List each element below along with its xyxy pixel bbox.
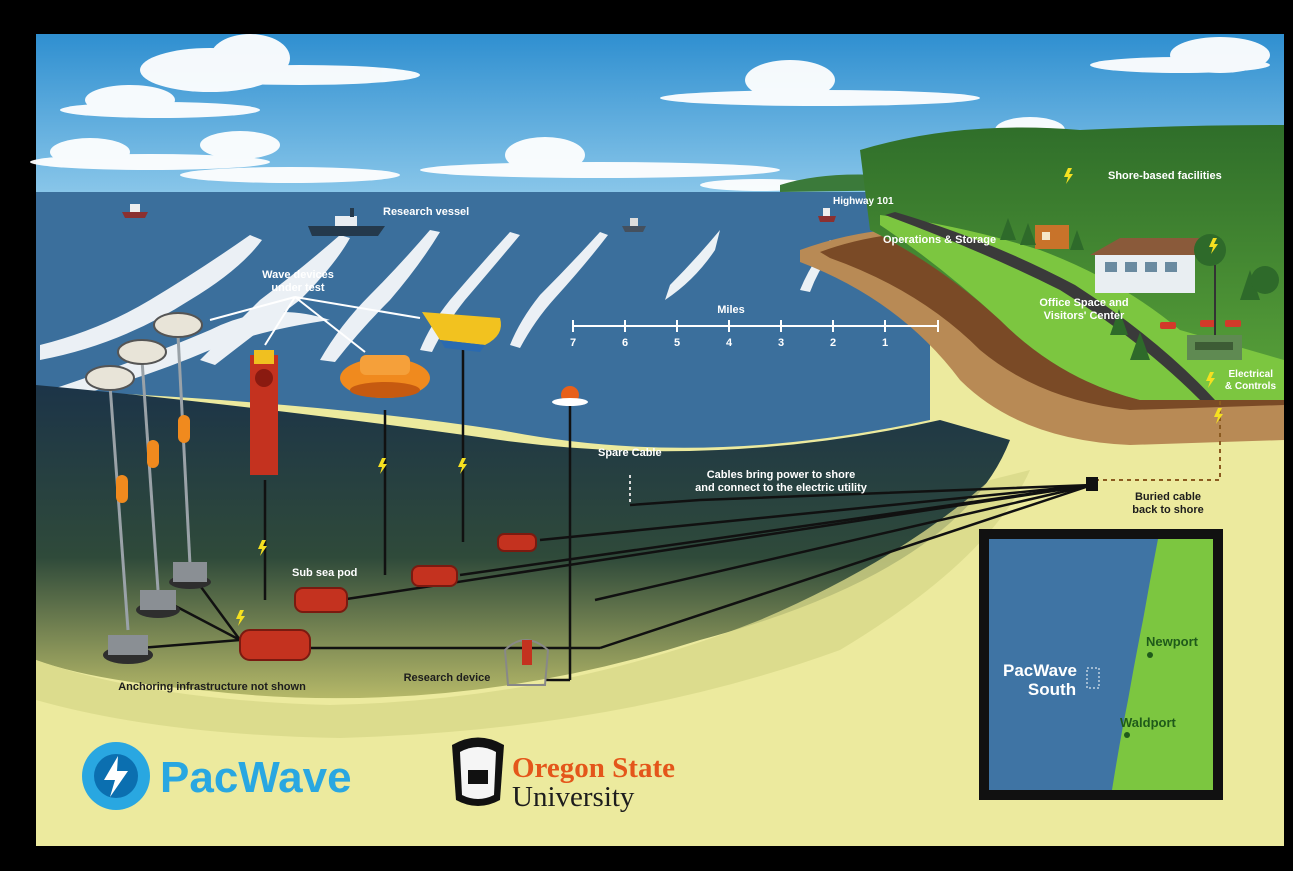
seafloor-shelf [36, 470, 1030, 738]
coastal-land [880, 215, 1284, 400]
waldport-dot [1124, 732, 1130, 738]
label-shore-facilities: Shore-based facilities [1108, 170, 1222, 182]
scale-tick: 6 [622, 337, 628, 349]
inset-city-south: Waldport [1120, 715, 1177, 730]
buried-cable [1095, 400, 1221, 481]
pacwave-site-marker [1086, 667, 1100, 689]
anchor-weights [103, 562, 211, 664]
orange-platform-device [340, 355, 430, 398]
trees [1000, 218, 1279, 360]
office-building [1090, 238, 1200, 293]
newport-dot [1147, 652, 1153, 658]
osu-logo: Oregon State University [452, 737, 675, 813]
fishing-boat [122, 204, 148, 218]
red-spar-device [250, 350, 278, 475]
osu-name-line2: University [512, 781, 635, 813]
point-absorber-buoys [85, 312, 203, 391]
shore-junction [1086, 477, 1098, 491]
research-buoy [552, 386, 588, 406]
scale-tick: 7 [570, 337, 576, 349]
label-office-1: Office Space and [1039, 297, 1128, 309]
highway-101-road [885, 212, 1215, 400]
inset-site-2: South [1028, 680, 1076, 699]
label-wave-devices-1: Wave devices [262, 269, 334, 281]
osu-name-line1: Oregon State [512, 752, 675, 784]
label-electrical-1: Electrical [1229, 369, 1274, 380]
pacwave-logo: PacWave [82, 742, 352, 810]
label-research-device: Research device [404, 672, 491, 684]
label-wave-devices-2: under test [271, 282, 325, 294]
label-highway: Highway 101 [833, 196, 894, 207]
label-buried-2: back to shore [1132, 504, 1204, 516]
scale-tick: 1 [882, 337, 888, 349]
label-spare-cable: Spare Cable [598, 447, 662, 459]
sub-sea-pods [239, 533, 537, 661]
parked-cars [1160, 320, 1241, 329]
pacwave-logo-text: PacWave [160, 753, 352, 802]
inset-city-north: Newport [1146, 634, 1199, 649]
fishing-boat-2 [622, 218, 646, 232]
label-anchoring: Anchoring infrastructure not shown [118, 681, 306, 693]
label-electrical-2: & Controls [1225, 381, 1277, 392]
label-miles: Miles [717, 304, 745, 316]
label-cables-1: Cables bring power to shore [707, 469, 856, 481]
yellow-boat-device [422, 312, 501, 352]
scale-tick: 3 [778, 337, 784, 349]
mooring-floats [116, 415, 190, 503]
label-office-2: Visitors' Center [1044, 310, 1125, 322]
callout-lines [209, 296, 421, 353]
power-icon-bolts [236, 168, 1223, 626]
lightning-icon [104, 756, 128, 797]
fishing-boat-3 [818, 208, 836, 222]
label-research-vessel: Research vessel [383, 206, 469, 218]
inset-land [1112, 539, 1213, 790]
cable-routes [139, 345, 1093, 682]
label-cables-2: and connect to the electric utility [695, 482, 868, 494]
storage-building [1035, 225, 1069, 249]
label-sub-sea-pod: Sub sea pod [292, 567, 357, 579]
label-buried-1: Buried cable [1135, 491, 1201, 503]
inset-site-1: PacWave [1003, 661, 1077, 680]
miles-scale [572, 320, 939, 332]
scale-tick: 2 [830, 337, 836, 349]
research-vessel-ship [308, 208, 385, 236]
label-operations-storage: Operations & Storage [883, 234, 996, 246]
mooring-lines [108, 334, 192, 631]
miles-scale-ticks: 7 6 5 4 3 2 1 [570, 337, 888, 349]
electrical-controls-building [1187, 335, 1242, 360]
inset-map: PacWave South Newport Waldport [979, 529, 1223, 800]
research-device-frame [503, 639, 550, 686]
scale-tick: 4 [726, 337, 733, 349]
scale-tick: 5 [674, 337, 680, 349]
